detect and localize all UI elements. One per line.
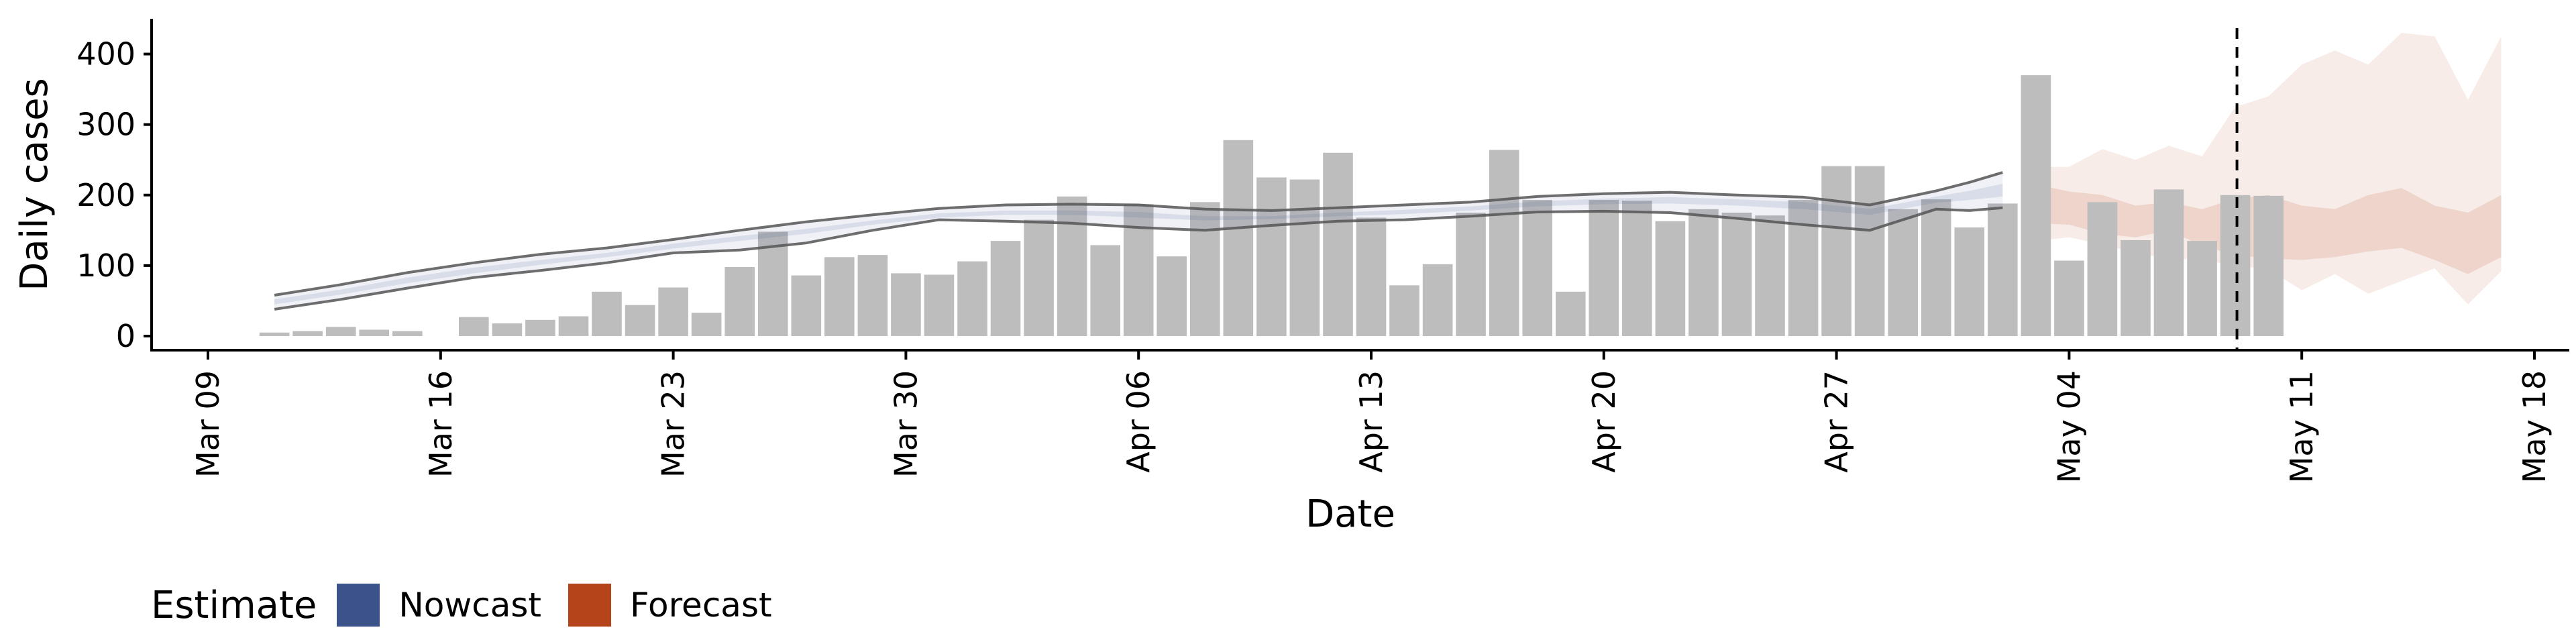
bar-2020-04-14 — [1389, 285, 1419, 336]
bar-2020-03-24 — [691, 313, 722, 336]
bar-2020-04-05 — [1090, 245, 1120, 336]
x-tick-label-9: May 11 — [2284, 370, 2320, 483]
axes: 0 100 200 300 400 Mar 09 Mar 16 Mar 23 Mar 30 Apr… — [76, 19, 2569, 483]
y-tick-label-100: 100 — [76, 248, 136, 284]
bar-2020-04-15 — [1422, 264, 1453, 336]
bar-2020-04-04 — [1057, 196, 1087, 336]
bar-2020-03-30 — [891, 273, 921, 336]
bar-2020-05-01 — [1954, 227, 1985, 336]
bar-2020-03-27 — [791, 275, 822, 336]
bar-2020-03-26 — [757, 231, 788, 336]
bar-2020-03-31 — [924, 274, 955, 336]
bar-2020-04-09 — [1223, 140, 1254, 337]
x-tick-label-2: Mar 23 — [655, 370, 692, 478]
bar-2020-03-20 — [558, 316, 589, 336]
bar-2020-05-03 — [2021, 75, 2051, 336]
bar-2020-03-28 — [824, 257, 855, 336]
x-tick-label-6: Apr 20 — [1586, 370, 1622, 473]
bar-2020-03-11 — [259, 332, 290, 336]
y-tick-label-0: 0 — [116, 318, 136, 354]
bar-2020-04-25 — [1755, 215, 1785, 336]
bar-2020-03-23 — [658, 287, 688, 336]
bar-2020-03-29 — [857, 255, 888, 336]
chart: 0 100 200 300 400 Mar 09 Mar 16 Mar 23 Mar 30 Apr… — [13, 19, 2569, 536]
bar-2020-03-21 — [592, 291, 622, 336]
legend-title: Estimate — [151, 583, 317, 627]
bar-2020-03-13 — [325, 327, 356, 336]
legend-label-nowcast: Nowcast — [398, 586, 542, 625]
bar-2020-04-18 — [1522, 200, 1552, 336]
bar-2020-04-12 — [1323, 152, 1353, 336]
x-tick-label-4: Apr 06 — [1120, 370, 1157, 473]
nowcast-bands — [274, 171, 2003, 311]
bar-2020-03-17 — [459, 317, 489, 336]
legend-key-nowcast — [337, 584, 380, 627]
x-tick-label-10: May 18 — [2516, 370, 2553, 483]
bar-2020-05-09 — [2220, 195, 2251, 336]
bar-2020-05-10 — [2253, 195, 2284, 336]
x-tick-label-1: Mar 16 — [423, 370, 459, 478]
bar-2020-04-28 — [1854, 166, 1885, 336]
bar-2020-05-04 — [2054, 260, 2084, 336]
bar-2020-04-17 — [1489, 150, 1519, 336]
x-tick-label-0: Mar 09 — [190, 370, 226, 478]
bar-2020-04-02 — [990, 241, 1021, 336]
bar-2020-05-05 — [2087, 202, 2118, 336]
reported-cases-bars — [259, 75, 2284, 337]
y-tick-label-300: 300 — [76, 107, 136, 143]
y-axis-title: Daily cases — [13, 78, 56, 290]
bar-2020-04-27 — [1821, 166, 1851, 336]
legend: Estimate Nowcast Forecast — [151, 578, 799, 632]
bar-2020-03-25 — [724, 267, 755, 336]
bar-2020-04-01 — [957, 261, 987, 336]
bar-2020-05-02 — [1988, 203, 2018, 336]
bar-2020-04-07 — [1157, 256, 1187, 336]
bar-2020-04-08 — [1190, 202, 1220, 336]
bar-2020-04-10 — [1256, 177, 1287, 336]
axis-lines — [150, 19, 2569, 352]
y-tick-label-400: 400 — [76, 36, 136, 72]
bar-2020-03-15 — [392, 331, 423, 336]
bar-2020-04-22 — [1655, 221, 1686, 336]
bar-2020-03-12 — [292, 331, 323, 336]
bar-2020-04-24 — [1721, 213, 1752, 336]
bar-2020-04-21 — [1622, 201, 1652, 336]
bar-2020-04-29 — [1888, 209, 1918, 336]
bar-2020-04-03 — [1024, 219, 1054, 336]
bar-2020-05-08 — [2187, 241, 2217, 336]
bar-2020-03-19 — [525, 319, 555, 336]
x-tick-label-5: Apr 13 — [1353, 370, 1389, 473]
legend-key-forecast — [568, 584, 612, 627]
x-tick-label-8: May 04 — [2051, 370, 2087, 483]
bar-2020-04-11 — [1289, 179, 1320, 336]
nowcast-upper-line — [274, 171, 2003, 297]
legend-label-forecast: Forecast — [630, 586, 772, 625]
bar-2020-04-13 — [1356, 217, 1387, 336]
bar-2020-04-23 — [1688, 209, 1719, 336]
bar-2020-04-16 — [1456, 213, 1486, 336]
forecast-outer-band — [2035, 33, 2502, 305]
x-tick-label-3: Mar 30 — [888, 370, 924, 478]
bar-2020-03-14 — [359, 329, 389, 336]
bar-2020-03-22 — [625, 305, 655, 336]
x-tick-label-7: Apr 27 — [1819, 370, 1855, 473]
nowcast-outer-band — [274, 172, 2003, 309]
x-axis-title: Date — [1305, 492, 1395, 536]
nowcast-lower-line — [274, 206, 2003, 311]
bar-2020-03-18 — [492, 323, 523, 336]
bar-2020-04-20 — [1589, 200, 1619, 336]
bar-2020-05-07 — [2153, 189, 2184, 336]
bar-2020-04-19 — [1556, 291, 1586, 336]
bar-2020-04-30 — [1921, 199, 1951, 336]
y-tick-label-200: 200 — [76, 177, 136, 213]
bar-2020-05-06 — [2121, 240, 2151, 336]
